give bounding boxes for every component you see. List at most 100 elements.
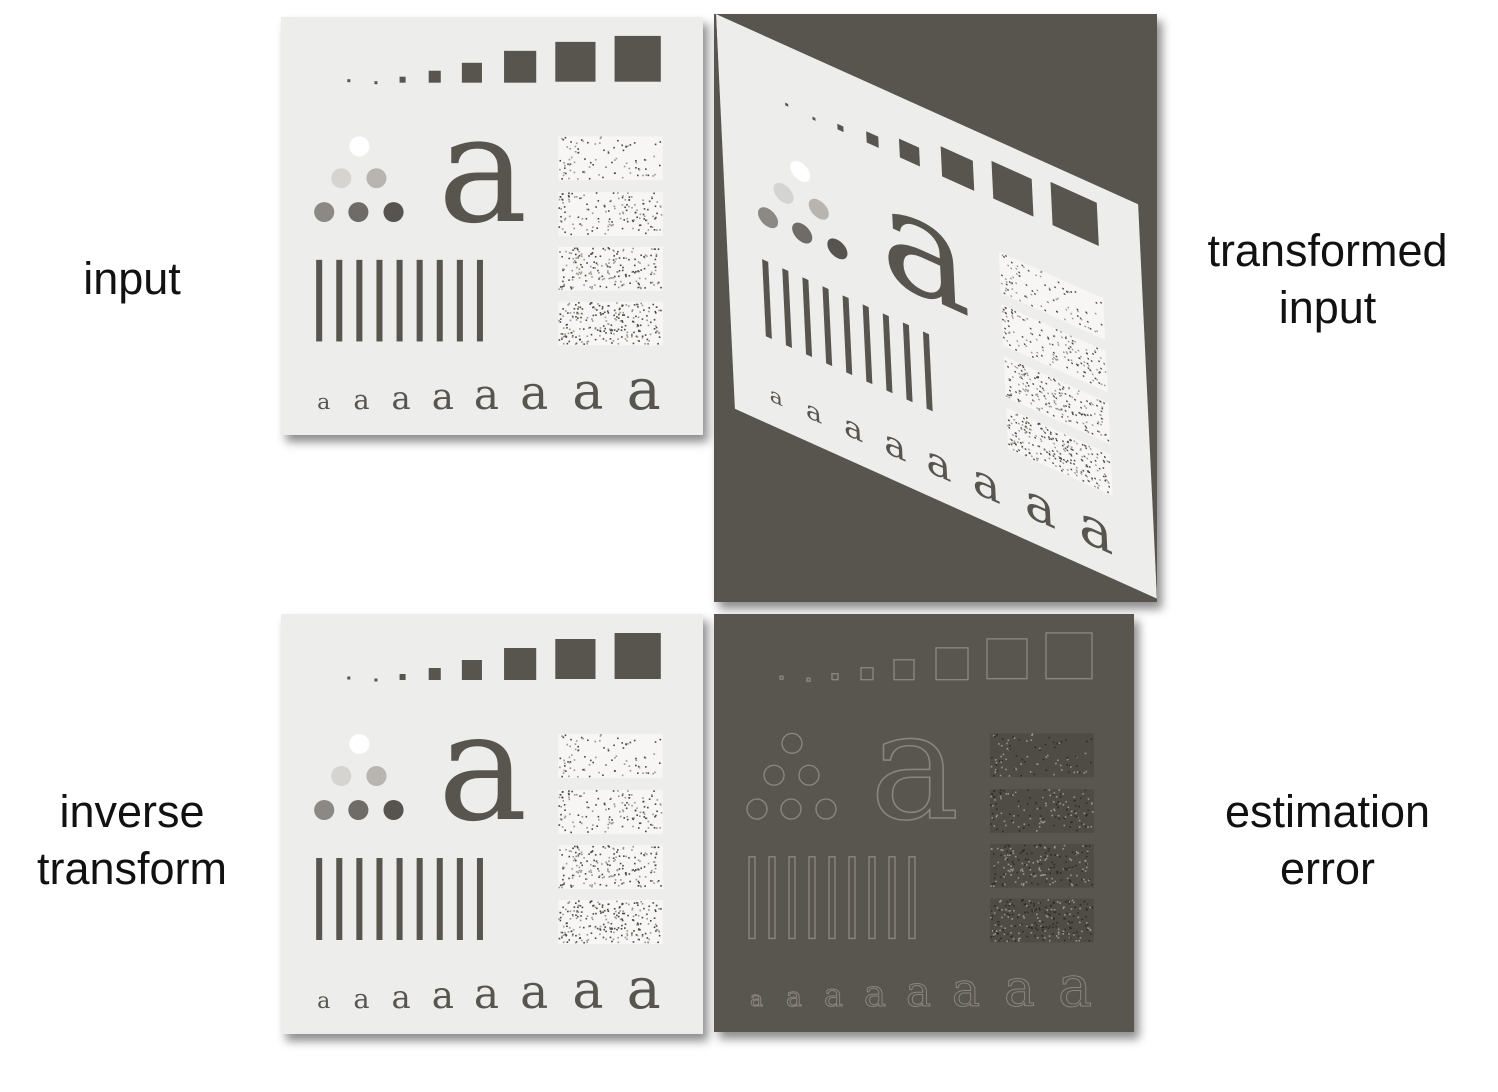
vertical-bar bbox=[416, 858, 423, 940]
small-letter-a: a bbox=[1058, 954, 1092, 1020]
test-square bbox=[504, 648, 537, 680]
gray-circle bbox=[798, 764, 820, 786]
gray-circle bbox=[763, 764, 785, 786]
small-letter-a: a bbox=[392, 379, 411, 417]
small-letter-a: a bbox=[805, 393, 823, 431]
vertical-bar bbox=[336, 259, 343, 342]
gray-circle bbox=[780, 798, 802, 820]
noise-rectangle bbox=[558, 192, 663, 236]
vertical-bar bbox=[868, 856, 876, 940]
test-square bbox=[860, 667, 874, 681]
vertical-bar bbox=[842, 295, 853, 376]
gray-circle bbox=[366, 168, 387, 189]
test-square bbox=[837, 123, 844, 133]
large-letter-a: a bbox=[438, 680, 528, 855]
test-square bbox=[504, 50, 537, 83]
noise-rectangle bbox=[1001, 304, 1108, 393]
vertical-bar bbox=[782, 268, 792, 349]
vertical-bar bbox=[476, 259, 483, 342]
label-transformed-input: transformed input bbox=[1207, 225, 1448, 333]
gray-circle bbox=[746, 798, 768, 820]
small-letter-a: a bbox=[952, 963, 980, 1018]
small-letter-a: a bbox=[432, 974, 454, 1017]
vertical-bar bbox=[848, 856, 856, 940]
vertical-bar bbox=[456, 259, 463, 342]
noise-rectangle bbox=[558, 246, 663, 291]
gray-circle bbox=[781, 732, 803, 755]
vertical-bar bbox=[788, 856, 796, 940]
warped-chart: aa a a a a a a a bbox=[716, 14, 1157, 599]
noise-rectangle bbox=[558, 900, 663, 944]
test-square bbox=[779, 675, 784, 680]
vertical-bar bbox=[436, 858, 443, 940]
test-square bbox=[614, 633, 661, 679]
small-letter-a: a bbox=[353, 385, 369, 416]
vertical-bar bbox=[902, 322, 913, 403]
test-square bbox=[461, 660, 482, 680]
vertical-bar bbox=[356, 259, 363, 342]
small-letter-a: a bbox=[750, 987, 763, 1012]
test-square bbox=[1050, 181, 1099, 246]
test-square bbox=[940, 146, 975, 191]
gray-circle bbox=[348, 800, 369, 820]
gray-circle bbox=[808, 198, 829, 220]
small-letter-a: a bbox=[843, 407, 864, 450]
test-square bbox=[614, 35, 661, 82]
small-letter-a: a bbox=[769, 382, 783, 412]
noise-rectangle bbox=[1003, 355, 1111, 445]
test-square bbox=[428, 70, 441, 83]
test-square bbox=[555, 41, 596, 82]
large-letter-a: a bbox=[870, 680, 959, 854]
test-square bbox=[866, 131, 879, 148]
gray-circle bbox=[349, 136, 370, 157]
small-letter-a: a bbox=[786, 982, 802, 1013]
vertical-bar bbox=[888, 856, 896, 940]
test-square bbox=[1045, 632, 1093, 680]
test-square bbox=[986, 638, 1028, 680]
noise-rectangle bbox=[558, 136, 663, 181]
label-input: input bbox=[83, 253, 181, 304]
test-square bbox=[347, 79, 351, 83]
vertical-bar bbox=[356, 858, 363, 940]
large-letter-a: a bbox=[438, 84, 528, 257]
test-square bbox=[461, 62, 482, 83]
test-square bbox=[806, 677, 811, 682]
vertical-bar bbox=[768, 856, 776, 940]
test-square bbox=[374, 678, 378, 682]
small-letter-a: a bbox=[474, 370, 499, 419]
vertical-bar bbox=[828, 856, 836, 940]
label-estimation-error: estimation error bbox=[1224, 786, 1431, 894]
test-square bbox=[831, 673, 839, 681]
small-letter-a: a bbox=[432, 375, 454, 418]
gray-circle bbox=[383, 202, 404, 223]
vertical-bar bbox=[396, 259, 403, 342]
test-square bbox=[785, 102, 789, 107]
gray-circle bbox=[815, 798, 837, 820]
input-test-chart: aa a a a a a a a bbox=[281, 17, 703, 435]
noise-rectangle bbox=[558, 790, 663, 834]
small-letter-a: a bbox=[627, 357, 661, 423]
test-square bbox=[399, 76, 406, 83]
inverse-test-chart: aa a a a a a a a bbox=[281, 614, 703, 1034]
small-letter-a: a bbox=[317, 989, 330, 1014]
vertical-bar bbox=[416, 259, 423, 342]
vertical-bar bbox=[862, 304, 873, 385]
noise-rectangle bbox=[990, 789, 1094, 833]
noise-rectangle bbox=[990, 733, 1094, 778]
small-letter-a: a bbox=[520, 366, 548, 421]
gray-circle bbox=[757, 207, 779, 229]
small-letter-a: a bbox=[572, 961, 603, 1021]
vertical-bar bbox=[376, 858, 383, 940]
test-square bbox=[935, 647, 969, 681]
test-square bbox=[374, 81, 378, 85]
gray-circle bbox=[331, 168, 352, 189]
small-letter-a: a bbox=[864, 972, 886, 1015]
test-square bbox=[812, 116, 816, 121]
noise-rectangle bbox=[990, 843, 1094, 888]
transformed-test-chart: aa a a a a a a a bbox=[714, 14, 1157, 602]
small-letter-a: a bbox=[1004, 959, 1035, 1019]
test-square bbox=[893, 659, 915, 681]
vertical-bar bbox=[922, 331, 933, 412]
vertical-bar bbox=[336, 858, 343, 940]
